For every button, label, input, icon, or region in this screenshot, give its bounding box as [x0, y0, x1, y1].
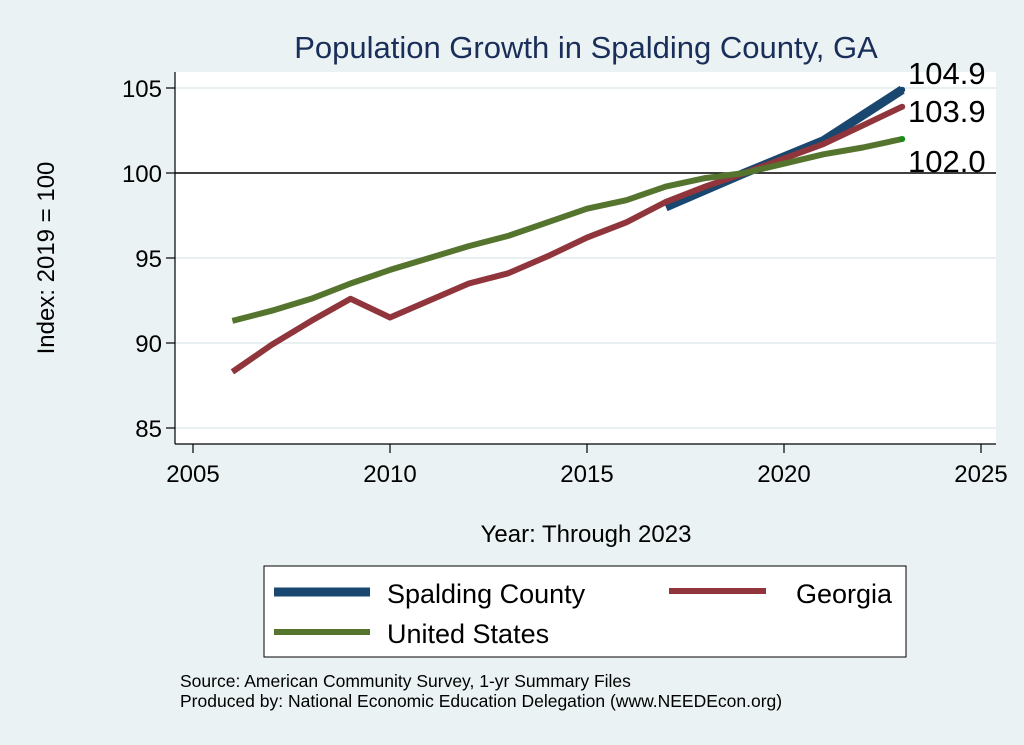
chart-title: Population Growth in Spalding County, GA — [294, 30, 878, 65]
x-axis-title: Year: Through 2023 — [481, 521, 692, 548]
y-tick-label: 85 — [135, 416, 162, 443]
end-marker-united-states — [899, 136, 906, 142]
x-tick-labels: 2005 2010 2015 2020 2025 — [166, 461, 1007, 488]
y-tick-label: 105 — [122, 76, 162, 103]
x-tick-label: 2010 — [363, 461, 416, 488]
gridlines — [175, 87, 996, 429]
end-marker-georgia — [899, 103, 906, 110]
end-marker-spalding — [899, 86, 906, 93]
x-tick-label: 2020 — [757, 461, 810, 488]
end-label-spalding: 104.9 — [908, 56, 986, 91]
end-label-georgia: 103.9 — [908, 94, 986, 129]
y-axis-title: Index: 2019 = 100 — [33, 162, 60, 355]
series-group — [230, 85, 906, 375]
axes — [166, 72, 996, 453]
legend: Spalding County Georgia United States — [263, 565, 907, 658]
legend-box — [263, 565, 907, 658]
x-tick-label: 2005 — [166, 461, 219, 488]
y-tick-labels: 85 90 95 100 105 — [122, 76, 162, 443]
y-tick-label: 100 — [122, 161, 162, 188]
y-tick-label: 90 — [135, 331, 162, 358]
y-tick-label: 95 — [135, 246, 162, 273]
end-label-united-states: 102.0 — [908, 144, 986, 179]
producer-note: Produced by: National Economic Education… — [180, 691, 783, 711]
x-tick-label: 2015 — [560, 461, 613, 488]
legend-label-spalding: Spalding County — [387, 579, 586, 609]
source-note: Source: American Community Survey, 1-yr … — [180, 671, 631, 691]
x-tick-label: 2025 — [954, 461, 1007, 488]
legend-label-georgia: Georgia — [796, 579, 893, 609]
legend-label-united-states: United States — [387, 619, 549, 649]
